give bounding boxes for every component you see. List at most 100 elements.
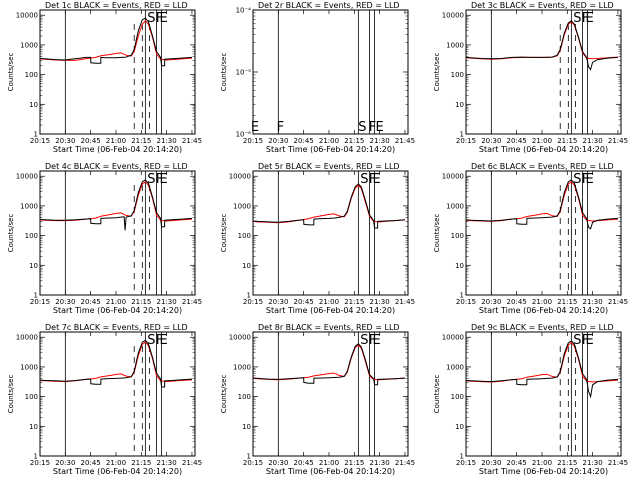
- segment-marker-s: S: [573, 333, 581, 348]
- panel-title: Det 7c BLACK = Events, RED = LLD: [45, 323, 188, 332]
- events-series-line: [252, 183, 406, 229]
- x-tick-label: 21:45: [608, 298, 628, 306]
- panel-title: Det 4c BLACK = Events, RED = LLD: [45, 162, 188, 171]
- segment-marker-s: S: [147, 333, 155, 348]
- y-tick-label: 1000: [446, 202, 464, 210]
- segment-marker-f: F: [369, 120, 376, 135]
- panel-title: Det 1c BLACK = Events, RED = LLD: [45, 1, 188, 10]
- detector-panel-9: Det 9c BLACK = Events, RED = LLD 20:15 20:…: [433, 323, 628, 476]
- y-axis-label: Counts/sec: [433, 214, 441, 253]
- x-tick-label: 20:45: [81, 298, 101, 306]
- lld-series-line: [39, 20, 193, 61]
- x-tick-label: 21:15: [131, 137, 151, 145]
- x-tick-label: 21:15: [557, 459, 577, 467]
- y-tick-label: 100: [25, 71, 38, 79]
- plot-frame: [39, 9, 196, 135]
- y-tick-label: 10: [242, 423, 251, 431]
- x-tick-label: 20:30: [268, 459, 288, 467]
- x-tick-label: 21:30: [370, 137, 390, 145]
- y-tick-label: 10000: [442, 12, 464, 20]
- x-tick-label: 21:15: [344, 459, 364, 467]
- detector-panel-2: Det 2r BLACK = Events, RED = LLD 20:15 20:…: [220, 1, 415, 154]
- segment-marker-e: E: [372, 333, 380, 348]
- y-tick-label: 1000: [233, 363, 251, 371]
- y-axis-label: Counts/sec: [7, 53, 15, 92]
- lld-series-line: [465, 342, 619, 383]
- y-axis-label: Counts/sec: [433, 375, 441, 414]
- panel-title: Det 5r BLACK = Events, RED = LLD: [258, 162, 400, 171]
- lld-series-line: [252, 344, 406, 381]
- events-series-line: [39, 179, 193, 231]
- detector-panel-3: Det 3c BLACK = Events, RED = LLD 20:15 20:…: [433, 1, 628, 154]
- x-tick-label: 20:30: [481, 459, 501, 467]
- x-tick-label: 21:00: [106, 459, 126, 467]
- y-tick-label: 10: [242, 262, 251, 270]
- detector-panel-6: Det 6c BLACK = Events, RED = LLD 20:15 20:…: [433, 162, 628, 315]
- x-tick-label: 21:00: [319, 137, 339, 145]
- x-tick-label: 20:15: [456, 298, 476, 306]
- x-tick-label: 20:15: [243, 137, 263, 145]
- x-tick-label: 20:45: [294, 459, 314, 467]
- segment-marker-e: E: [159, 333, 167, 348]
- y-tick-label: 10⁻⁶: [236, 131, 252, 139]
- y-tick-label: 10000: [442, 334, 464, 342]
- y-axis-label: Counts/sec: [433, 53, 441, 92]
- events-series-line: [465, 179, 619, 230]
- detector-panel-8: Det 8r BLACK = Events, RED = LLD 20:15 20:…: [220, 323, 415, 476]
- x-tick-label: 21:45: [608, 137, 628, 145]
- segment-marker-e: E: [251, 120, 259, 135]
- x-tick-label: 20:30: [55, 459, 75, 467]
- x-tick-label: 21:00: [106, 298, 126, 306]
- panel-title: Det 9c BLACK = Events, RED = LLD: [471, 323, 614, 332]
- x-axis-label: Start Time (06-Feb-04 20:14:20): [53, 145, 182, 154]
- y-axis-label: Counts/sec: [220, 53, 228, 92]
- y-tick-label: 10000: [229, 334, 251, 342]
- x-tick-label: 21:15: [344, 137, 364, 145]
- x-tick-label: 20:45: [294, 137, 314, 145]
- x-tick-label: 21:45: [395, 137, 415, 145]
- plot-frame: [465, 9, 622, 135]
- events-series-line: [39, 339, 193, 388]
- y-axis-label: Counts/sec: [220, 214, 228, 253]
- segment-marker-f: F: [156, 333, 163, 348]
- x-tick-label: 20:45: [507, 298, 527, 306]
- y-tick-label: 10: [455, 101, 464, 109]
- x-tick-label: 21:00: [532, 298, 552, 306]
- x-tick-label: 21:00: [106, 137, 126, 145]
- segment-marker-f: F: [582, 11, 589, 26]
- segment-marker-s: S: [573, 11, 581, 26]
- events-series-line: [39, 17, 193, 67]
- x-tick-label: 20:30: [481, 298, 501, 306]
- lld-series-line: [465, 181, 619, 222]
- segment-marker-f: F: [369, 333, 376, 348]
- x-tick-label: 20:15: [243, 298, 263, 306]
- detector-panel-4: Det 4c BLACK = Events, RED = LLD 20:15 20:…: [7, 162, 202, 315]
- y-tick-label: 100: [238, 232, 251, 240]
- x-tick-label: 21:45: [395, 459, 415, 467]
- events-series-line: [465, 340, 619, 399]
- x-tick-label: 21:15: [131, 298, 151, 306]
- y-tick-label: 1: [34, 131, 38, 139]
- x-tick-label: 21:30: [583, 298, 603, 306]
- x-tick-label: 21:30: [583, 459, 603, 467]
- y-tick-label: 10000: [442, 173, 464, 181]
- y-tick-label: 1: [460, 292, 464, 300]
- x-tick-label: 20:30: [481, 137, 501, 145]
- panel-title: Det 8r BLACK = Events, RED = LLD: [258, 323, 400, 332]
- y-tick-label: 1000: [446, 41, 464, 49]
- panel-title: Det 6c BLACK = Events, RED = LLD: [471, 162, 614, 171]
- y-tick-label: 1: [34, 453, 38, 461]
- segment-marker-e: E: [376, 120, 384, 135]
- x-tick-label: 20:45: [507, 137, 527, 145]
- x-tick-label: 21:30: [583, 137, 603, 145]
- plot-frame: [252, 170, 409, 296]
- x-tick-label: 21:45: [395, 298, 415, 306]
- segment-marker-s: S: [147, 11, 155, 26]
- x-axis-label: Start Time (06-Feb-04 20:14:20): [266, 467, 395, 476]
- y-tick-label: 1: [247, 292, 251, 300]
- x-tick-label: 21:30: [157, 298, 177, 306]
- x-tick-label: 21:45: [182, 459, 202, 467]
- y-tick-label: 100: [451, 393, 464, 401]
- y-tick-label: 10: [29, 423, 38, 431]
